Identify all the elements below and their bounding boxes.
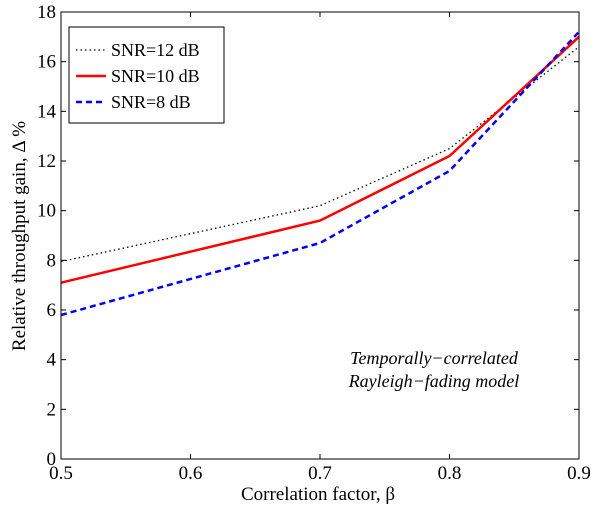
y-axis-label: Relative throughput gain, Δ %	[9, 121, 30, 351]
x-tick-label: 0.8	[438, 463, 462, 484]
y-tick-label: 2	[47, 399, 57, 420]
y-tick-label: 12	[37, 151, 56, 172]
y-tick-label: 10	[37, 201, 56, 222]
legend-label: SNR=8 dB	[111, 92, 191, 112]
annotation-line-2: Rayleigh−fading model	[348, 371, 520, 391]
series-line-3	[60, 31, 580, 317]
y-tick-label: 18	[37, 2, 56, 23]
annotation: Temporally−correlated Rayleigh−fading mo…	[348, 348, 520, 391]
y-tick-label: 0	[47, 449, 57, 470]
legend-label: SNR=12 dB	[111, 40, 200, 60]
series-line-2	[60, 35, 580, 284]
y-tick-label: 16	[37, 52, 56, 73]
x-tick-label: 0.5	[49, 463, 73, 484]
axes: 0.5 0.6 0.7 0.8 0.9 0 2 4 6 8 10 12 14 16 18	[37, 2, 591, 484]
y-tick-label: 6	[47, 300, 57, 321]
y-tick-label: 14	[37, 101, 57, 122]
annotation-line-1: Temporally−correlated	[350, 348, 519, 368]
y-tick-label: 8	[47, 250, 57, 271]
plot-area	[60, 31, 580, 317]
legend: SNR=12 dB SNR=10 dB SNR=8 dB	[68, 26, 225, 124]
x-tick-label: 0.9	[567, 463, 591, 484]
legend-label: SNR=10 dB	[111, 66, 200, 86]
x-tick-label: 0.6	[179, 463, 203, 484]
x-axis-label: Correlation factor, β	[241, 484, 395, 505]
y-tick-label: 4	[47, 350, 57, 371]
x-tick-label: 0.7	[308, 463, 332, 484]
